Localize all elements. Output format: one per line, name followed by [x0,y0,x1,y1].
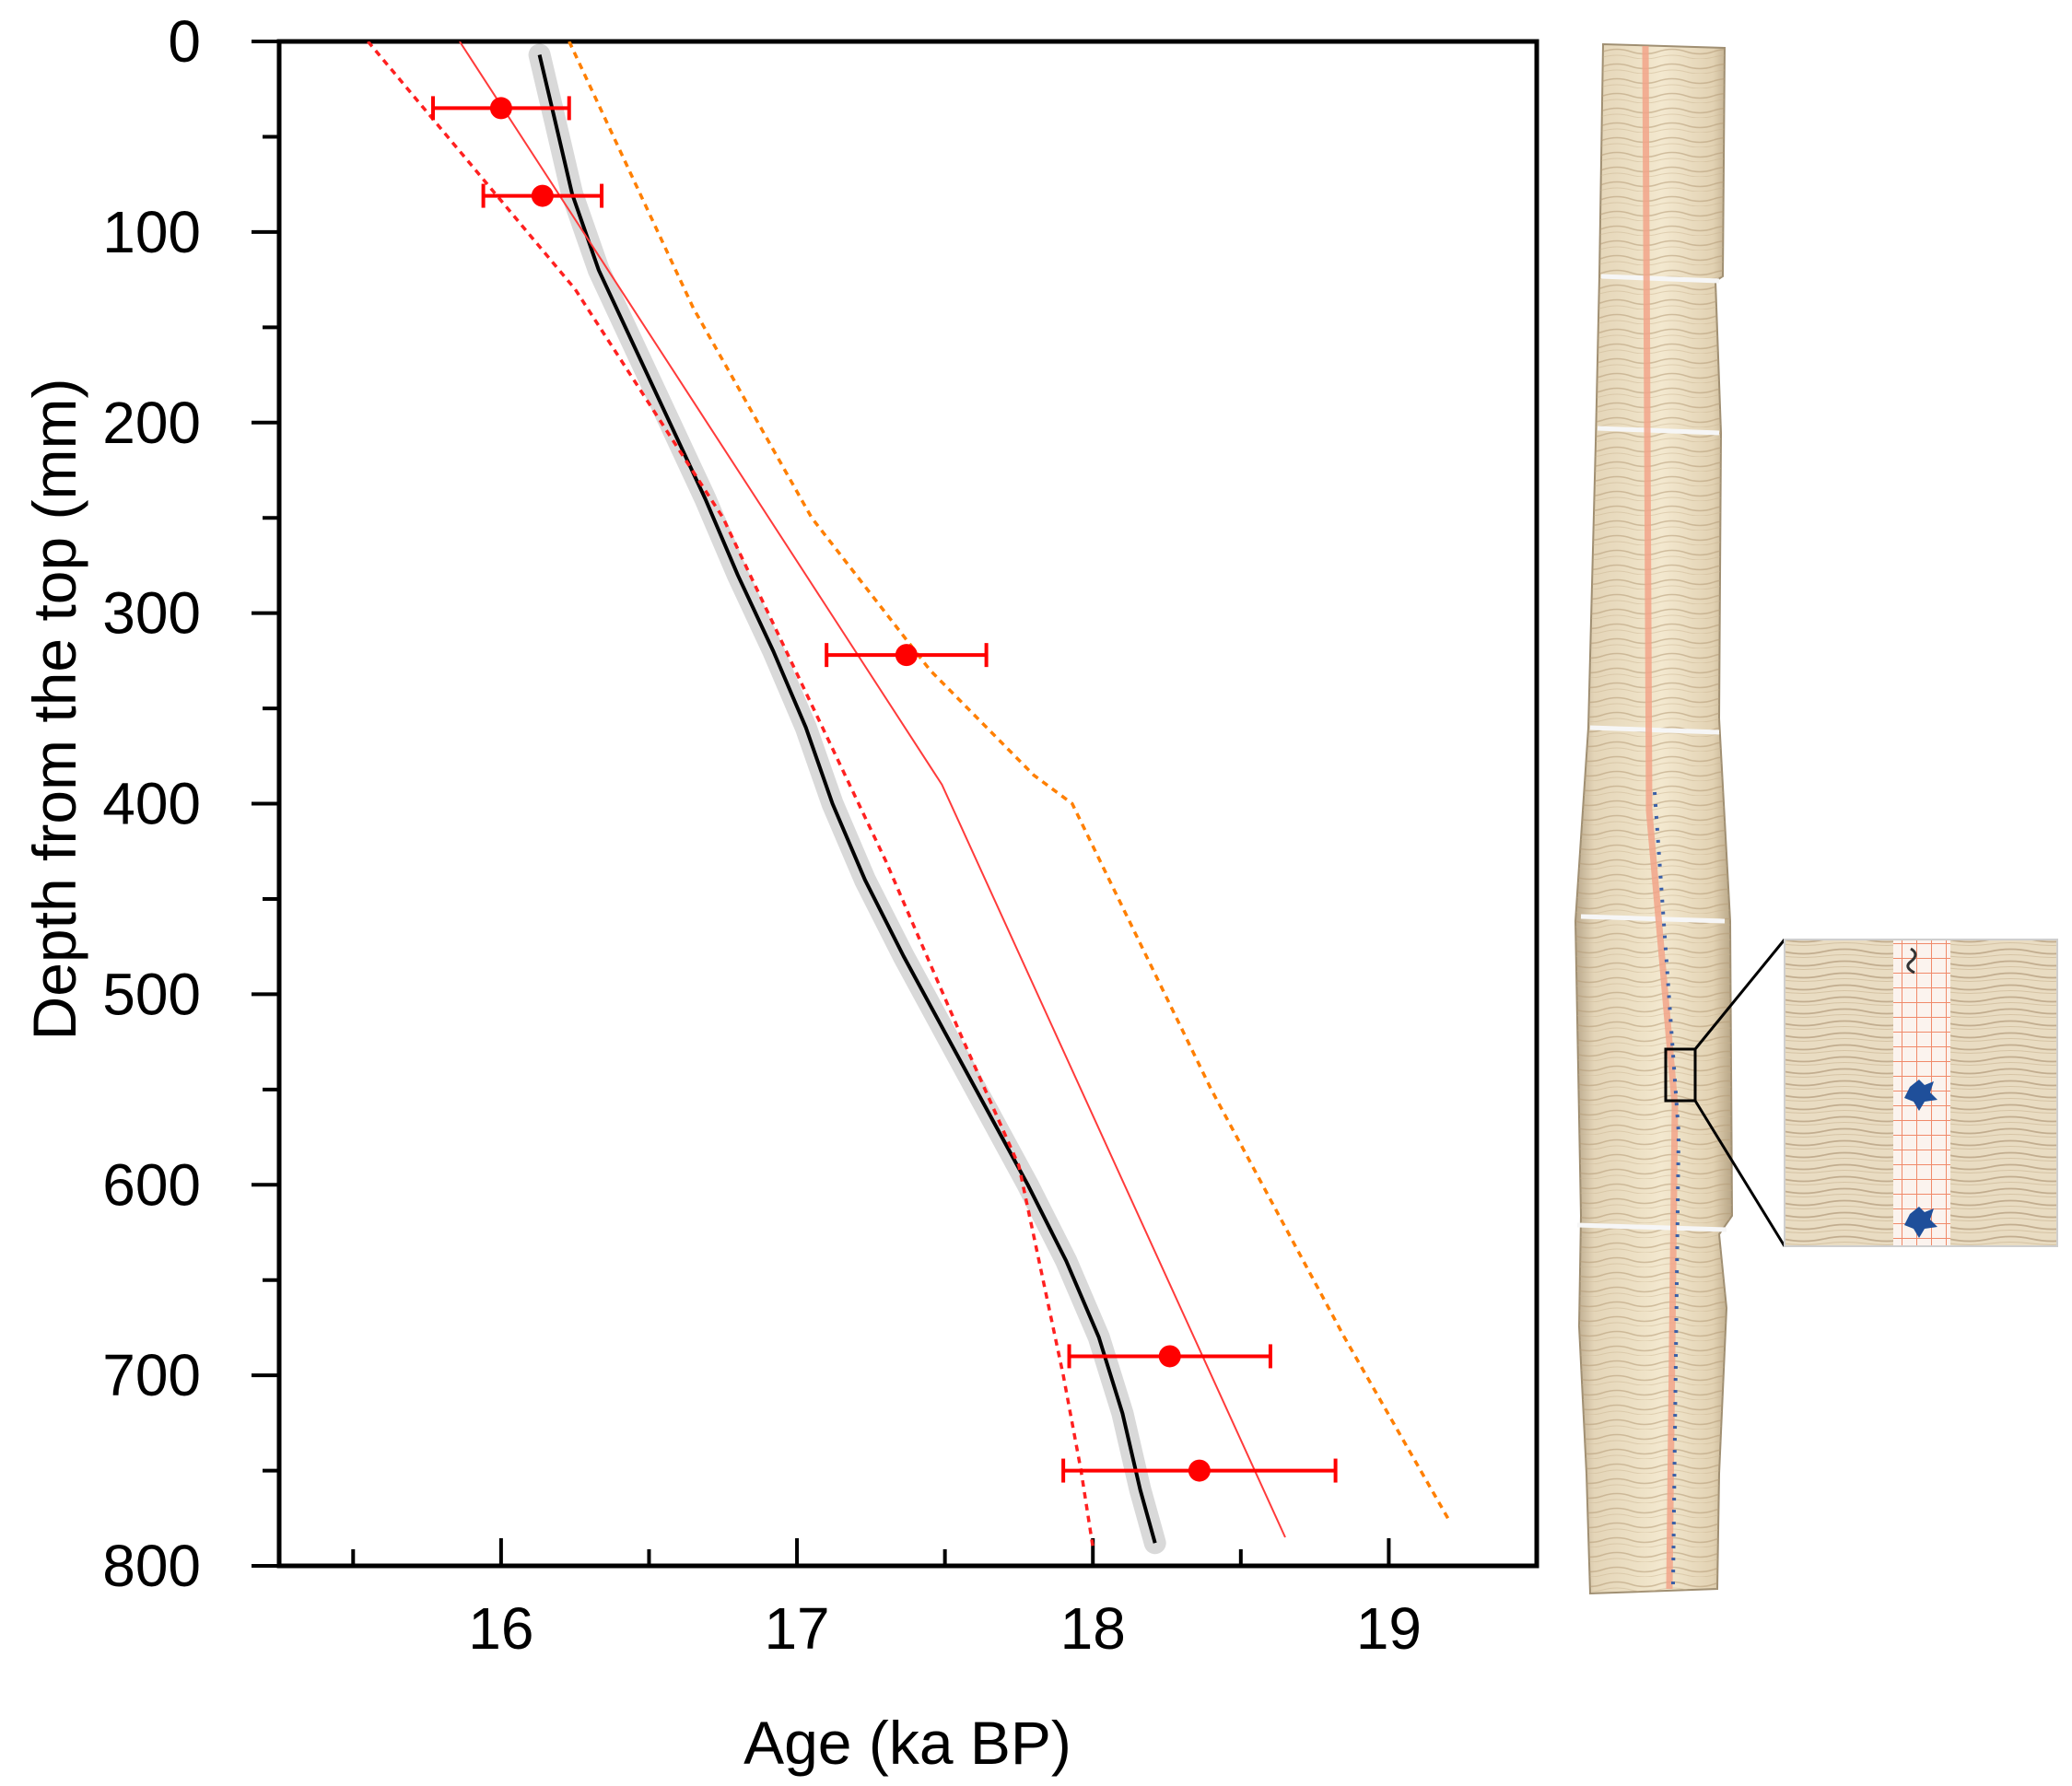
y-tick-label: 800 [102,1533,201,1599]
linear-fit-line [459,41,1286,1538]
core-closeup-inset [1784,939,2058,1247]
y-tick-label: 400 [102,771,201,837]
y-tick-label: 500 [102,961,201,1027]
axis-tick-labels: 16 17 18 19 0 100 200 300 400 500 600 700 800 [102,8,1422,1662]
stalagmite-core-photo [1574,42,1734,1595]
y-tick-label: 600 [102,1151,201,1218]
data-point [1188,1459,1211,1482]
y-tick-label: 0 [168,8,201,75]
age-model-line [537,54,1157,1544]
plot-area [276,39,1539,1569]
series-layer [367,41,1450,1555]
data-point [531,184,554,207]
data-point [895,644,918,667]
inset-connector-bottom [1693,1100,1786,1247]
x-tick-label: 18 [1060,1595,1126,1662]
x-tick-label: 19 [1356,1595,1422,1662]
axis-ticks [252,40,1391,1568]
y-tick-label: 200 [102,390,201,456]
y-tick-label: 700 [102,1342,201,1408]
inset-connector-top [1693,939,1786,1050]
y-tick-label: 300 [102,580,201,647]
upper-bound-line [568,41,1450,1520]
x-axis-title: Age (ka BP) [743,1709,1071,1777]
data-point [489,97,512,120]
data-point [1158,1345,1181,1368]
x-tick-label: 17 [764,1595,829,1662]
y-axis-title: Depth from the top (mm) [20,379,88,1041]
x-tick-label: 16 [468,1595,533,1662]
y-tick-label: 100 [102,199,201,265]
data-points-layer [431,96,1338,1483]
lower-bound-line [367,41,1095,1547]
